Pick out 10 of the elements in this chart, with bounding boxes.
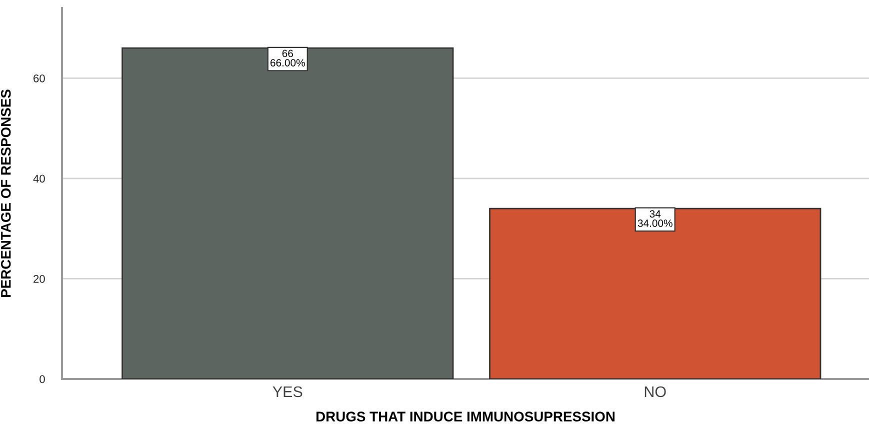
data-label: 34 34.00% xyxy=(638,210,672,227)
y-tick-label: 60 xyxy=(34,74,45,82)
y-tick-label: 0 xyxy=(40,375,45,384)
y-axis-title: PERCENTAGE OF RESPONSES xyxy=(0,90,11,298)
x-tick-label: NO xyxy=(644,386,666,398)
data-label: 66 66.00% xyxy=(270,50,305,66)
y-tick-label: 40 xyxy=(33,174,45,183)
x-axis-title: DRUGS THAT INDUCE IMMUNOSUPRESSION xyxy=(316,412,615,422)
y-tick-label: 20 xyxy=(34,274,45,283)
x-tick-label: YES xyxy=(272,386,302,398)
